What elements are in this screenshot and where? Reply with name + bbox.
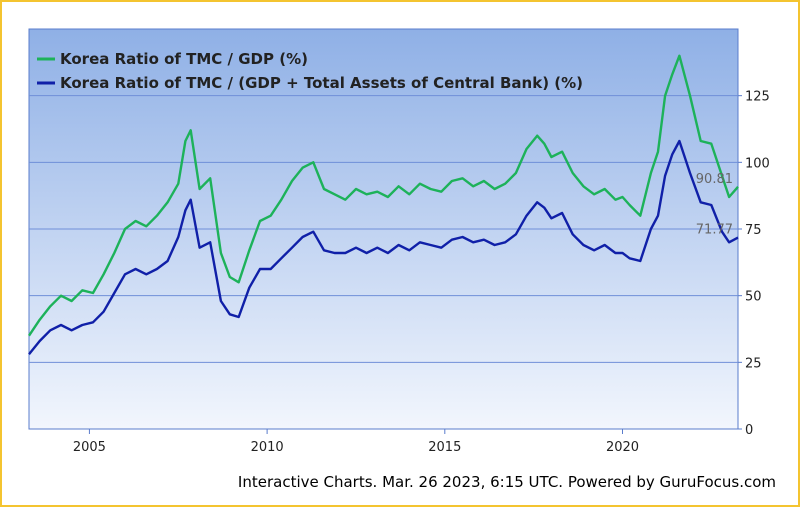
- footer-powered-by[interactable]: Powered by GuruFocus.com: [567, 473, 776, 491]
- ytick-label-125: 125: [745, 90, 770, 105]
- ytick-label-100: 100: [745, 156, 770, 171]
- series-line-2[interactable]: [28, 139, 739, 356]
- xtick-label-2005: 2005: [73, 440, 106, 455]
- ytick-label-25: 25: [745, 356, 762, 371]
- end-value-label-1: 90.81: [696, 172, 733, 187]
- legend-label-series-2[interactable]: Korea Ratio of TMC / (GDP + Total Assets…: [60, 74, 583, 92]
- footer-credit: Interactive Charts. Mar. 26 2023, 6:15 U…: [238, 473, 776, 491]
- end-value-label-2: 71.77: [696, 223, 733, 238]
- xtick-label-2015: 2015: [428, 440, 461, 455]
- xtick-label-2010: 2010: [251, 440, 284, 455]
- ytick-label-75: 75: [745, 223, 762, 238]
- legend-label-series-1[interactable]: Korea Ratio of TMC / GDP (%): [60, 50, 308, 68]
- ytick-label-0: 0: [745, 423, 753, 438]
- footer-timestamp: Mar. 26 2023, 6:15 UTC.: [382, 473, 564, 491]
- xtick-label-2020: 2020: [606, 440, 639, 455]
- legend: Korea Ratio of TMC / GDP (%) Korea Ratio…: [37, 50, 583, 92]
- footer-prefix: Interactive Charts.: [237, 473, 378, 491]
- series-line-1[interactable]: [28, 54, 739, 337]
- ytick-label-50: 50: [745, 290, 762, 305]
